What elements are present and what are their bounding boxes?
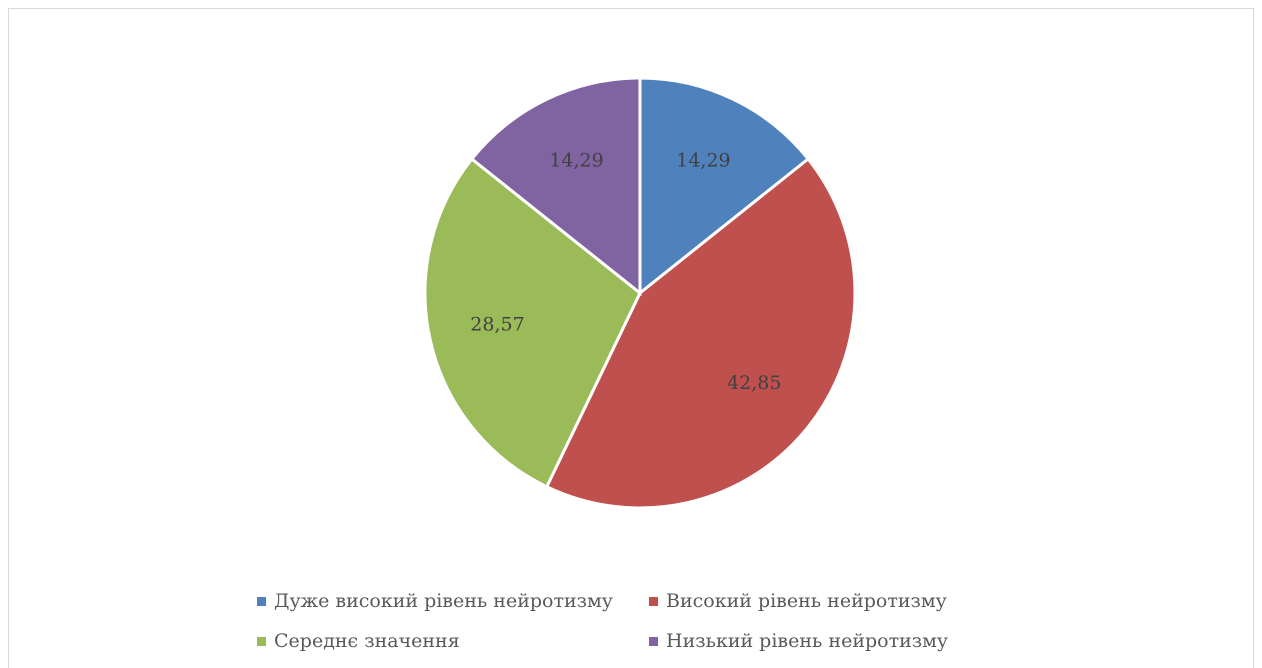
legend-label-low: Низький рівень нейротизму	[666, 630, 949, 652]
pie-slice-high	[544, 156, 857, 510]
data-label-very-high: 14,29	[676, 149, 730, 171]
legend-item-high: Високий рівень нейротизму	[649, 590, 947, 612]
legend-row: Дуже високий рівень нейротизму Високий р…	[257, 581, 1017, 621]
chart-area: 14,29 42,85 28,57 14,29 Дуже високий рівень…	[8, 8, 1254, 668]
legend-label-very-high: Дуже високий рівень нейротизму	[274, 590, 613, 612]
data-label-high: 42,85	[727, 372, 781, 394]
legend-label-average: Середнє значення	[274, 630, 460, 652]
legend-swatch-very-high	[257, 596, 266, 606]
legend-swatch-average	[257, 636, 266, 646]
legend-row: Середнє значення Низький рівень нейротиз…	[257, 621, 1017, 661]
legend-swatch-high	[649, 596, 658, 606]
pie-slice-low	[469, 76, 642, 297]
pie-slice-very-high	[638, 76, 811, 297]
data-label-average: 28,57	[470, 314, 524, 336]
legend-item-low: Низький рівень нейротизму	[649, 630, 948, 652]
legend-label-high: Високий рівень нейротизму	[666, 590, 947, 612]
legend: Дуже високий рівень нейротизму Високий р…	[257, 581, 1017, 661]
legend-item-average: Середнє значення	[257, 630, 649, 652]
data-label-low: 14,29	[549, 149, 603, 171]
legend-swatch-low	[649, 636, 658, 646]
pie-chart: 14,29 42,85 28,57 14,29	[423, 76, 857, 510]
legend-item-very-high: Дуже високий рівень нейротизму	[257, 590, 649, 612]
pie-slice-average	[423, 156, 642, 489]
